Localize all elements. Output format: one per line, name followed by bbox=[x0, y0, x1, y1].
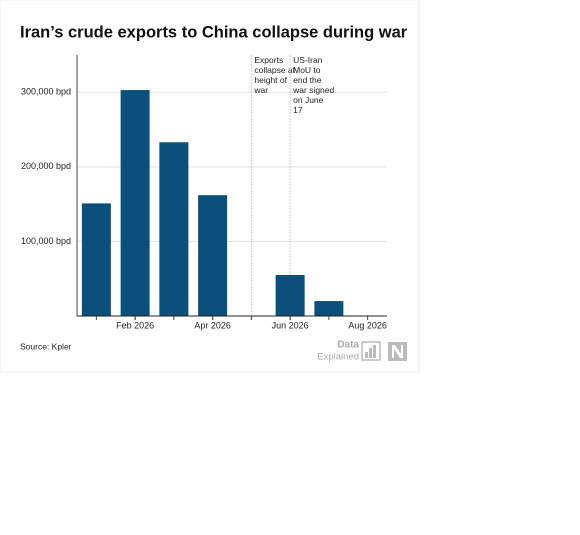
x-tick-label: Jun 2026 bbox=[272, 320, 309, 330]
annotation: Exports collapse at height of war bbox=[254, 55, 296, 95]
bar bbox=[198, 195, 228, 316]
bar bbox=[120, 90, 150, 316]
x-tick-label: Feb 2026 bbox=[116, 320, 154, 330]
y-tick-label: 200,000 bpd bbox=[21, 161, 71, 171]
bar bbox=[275, 274, 305, 316]
annotation: US-Iran MoU to end the war signed on Jun… bbox=[293, 55, 335, 115]
bar bbox=[81, 203, 111, 316]
x-tick-label: Apr 2026 bbox=[194, 320, 231, 330]
annotation-text: US-Iran MoU to end the war signed on Jun… bbox=[293, 55, 335, 115]
logo-icon bbox=[361, 341, 407, 361]
source: Source: Kpler bbox=[20, 341, 72, 351]
y-tick-label: 100,000 bpd bbox=[21, 236, 71, 246]
y-tick-label: 300,000 bpd bbox=[21, 87, 71, 97]
x-tick-label: Aug 2026 bbox=[348, 320, 387, 330]
logo-text: Data bbox=[337, 340, 359, 351]
annotation-text: Exports collapse at height of war bbox=[254, 55, 296, 95]
logo-text: Explained bbox=[317, 352, 359, 363]
bar bbox=[159, 142, 189, 316]
chart-title: Iran’s crude exports to China collapse d… bbox=[20, 23, 408, 41]
bar bbox=[314, 301, 344, 316]
